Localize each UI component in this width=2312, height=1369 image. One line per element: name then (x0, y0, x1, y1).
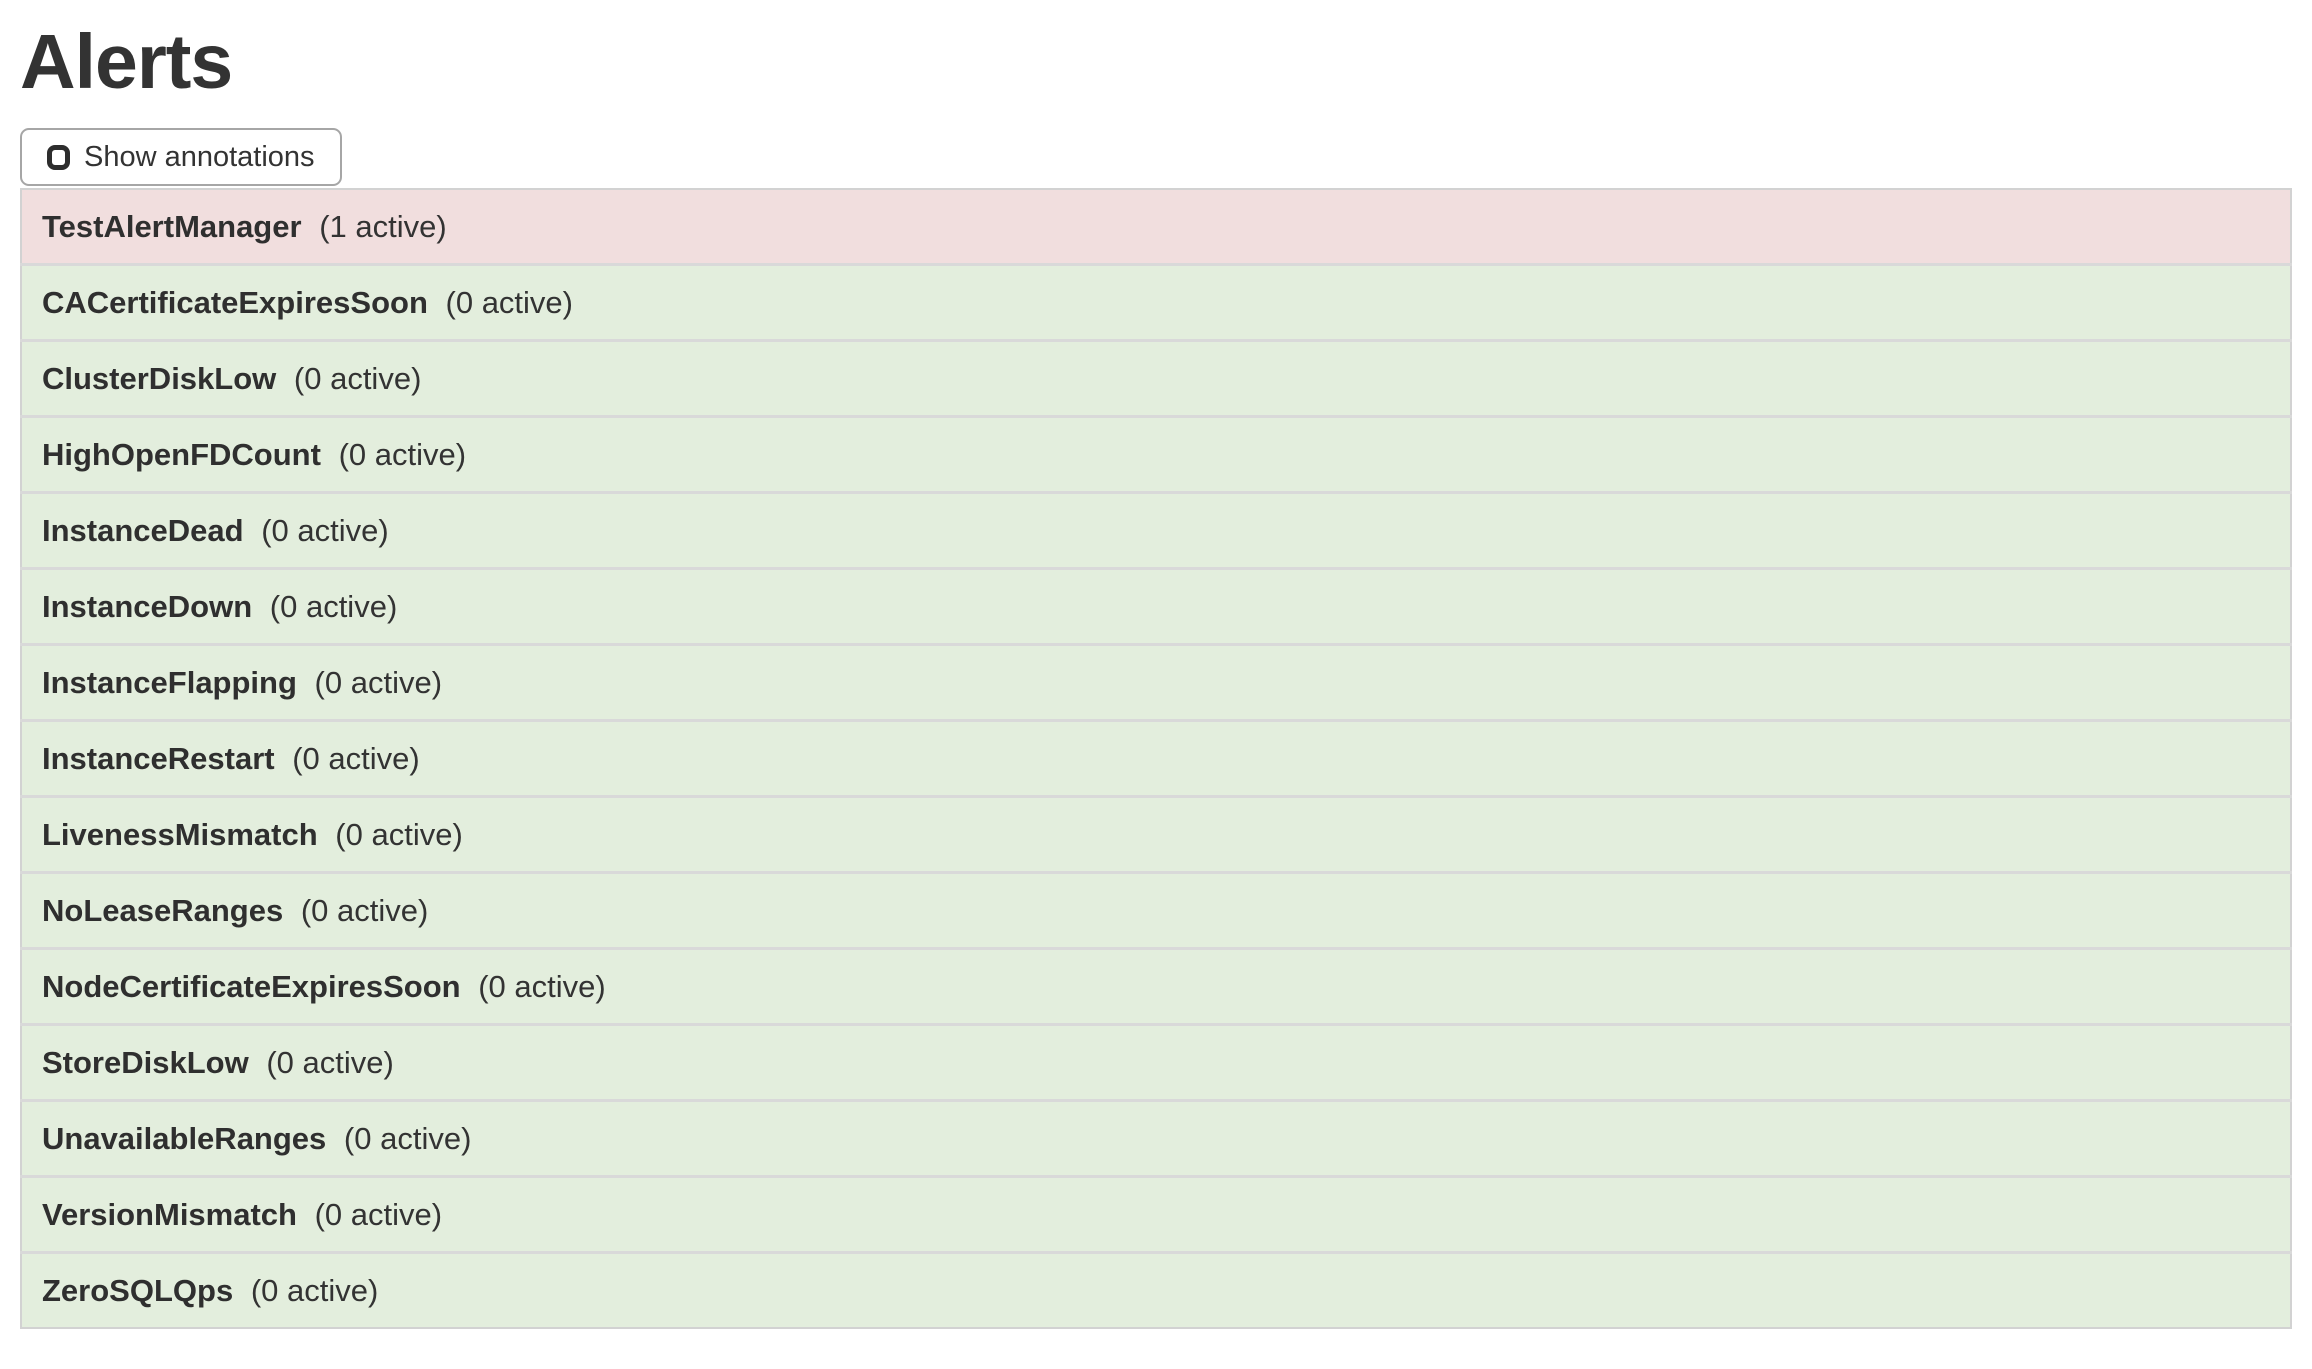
alert-active-count: (0 active) (250, 1273, 379, 1308)
alert-row-cell[interactable]: ZeroSQLQps (0 active) (21, 1251, 2291, 1328)
alert-row-cell[interactable]: UnavailableRanges (0 active) (21, 1099, 2291, 1177)
alert-active-count: (1 active) (319, 209, 447, 244)
alert-row-cell[interactable]: InstanceDead (0 active) (21, 491, 2291, 569)
alert-row-TestAlertManager[interactable]: TestAlertManager (1 active) (21, 189, 2291, 265)
alert-active-count: (0 active) (314, 1197, 443, 1232)
alert-name: CACertificateExpiresSoon (42, 285, 428, 320)
checkbox-icon[interactable] (47, 144, 70, 170)
alert-name: InstanceDown (42, 589, 253, 624)
alert-name: StoreDiskLow (42, 1045, 249, 1080)
alert-row-cell[interactable]: InstanceRestart (0 active) (21, 719, 2291, 797)
alert-row-CACertificateExpiresSoon[interactable]: CACertificateExpiresSoon (0 active) (21, 263, 2291, 341)
alerts-table: TestAlertManager (1 active) CACertificat… (20, 188, 2292, 1329)
alert-active-count: (0 active) (300, 893, 429, 928)
alert-active-count: (0 active) (445, 285, 573, 320)
alert-name: ZeroSQLQps (42, 1273, 234, 1308)
alert-row-cell[interactable]: InstanceDown (0 active) (21, 567, 2291, 645)
alert-name: TestAlertManager (42, 209, 302, 244)
alert-name: UnavailableRanges (42, 1121, 327, 1156)
alert-active-count: (0 active) (343, 1121, 472, 1156)
alert-name: NodeCertificateExpiresSoon (42, 969, 461, 1004)
alert-row-LivenessMismatch[interactable]: LivenessMismatch (0 active) (21, 795, 2291, 873)
alert-row-cell[interactable]: ClusterDiskLow (0 active) (21, 339, 2291, 417)
alert-name: LivenessMismatch (42, 817, 318, 852)
alert-active-count: (0 active) (335, 817, 463, 852)
show-annotations-label: Show annotations (84, 140, 315, 173)
alert-row-cell[interactable]: TestAlertManager (1 active) (21, 189, 2291, 265)
alert-row-ClusterDiskLow[interactable]: ClusterDiskLow (0 active) (21, 339, 2291, 417)
alert-active-count: (0 active) (314, 665, 443, 700)
alert-name: ClusterDiskLow (42, 361, 277, 396)
alert-row-cell[interactable]: VersionMismatch (0 active) (21, 1175, 2291, 1253)
alert-name: HighOpenFDCount (42, 437, 321, 472)
alert-active-count: (0 active) (266, 1045, 394, 1080)
show-annotations-button[interactable]: Show annotations (20, 128, 342, 186)
alert-row-UnavailableRanges[interactable]: UnavailableRanges (0 active) (21, 1099, 2291, 1177)
alert-row-cell[interactable]: NoLeaseRanges (0 active) (21, 871, 2291, 949)
alert-row-cell[interactable]: CACertificateExpiresSoon (0 active) (21, 263, 2291, 341)
alert-name: InstanceRestart (42, 741, 275, 776)
alert-row-NodeCertificateExpiresSoon[interactable]: NodeCertificateExpiresSoon (0 active) (21, 947, 2291, 1025)
page-title: Alerts (20, 19, 233, 105)
alert-row-NoLeaseRanges[interactable]: NoLeaseRanges (0 active) (21, 871, 2291, 949)
alert-row-HighOpenFDCount[interactable]: HighOpenFDCount (0 active) (21, 415, 2291, 493)
alert-row-InstanceFlapping[interactable]: InstanceFlapping (0 active) (21, 643, 2291, 721)
alert-active-count: (0 active) (292, 741, 420, 776)
alert-active-count: (0 active) (338, 437, 467, 472)
alert-active-count: (0 active) (293, 361, 422, 396)
alert-row-cell[interactable]: HighOpenFDCount (0 active) (21, 415, 2291, 493)
alert-active-count: (0 active) (261, 513, 389, 548)
alert-row-InstanceDown[interactable]: InstanceDown (0 active) (21, 567, 2291, 645)
alert-row-cell[interactable]: StoreDiskLow (0 active) (21, 1023, 2291, 1101)
alert-row-cell[interactable]: NodeCertificateExpiresSoon (0 active) (21, 947, 2291, 1025)
alert-name: VersionMismatch (42, 1197, 297, 1232)
alert-row-ZeroSQLQps[interactable]: ZeroSQLQps (0 active) (21, 1251, 2291, 1328)
alert-row-VersionMismatch[interactable]: VersionMismatch (0 active) (21, 1175, 2291, 1253)
alert-row-cell[interactable]: InstanceFlapping (0 active) (21, 643, 2291, 721)
alert-row-StoreDiskLow[interactable]: StoreDiskLow (0 active) (21, 1023, 2291, 1101)
alert-active-count: (0 active) (269, 589, 398, 624)
alert-row-InstanceDead[interactable]: InstanceDead (0 active) (21, 491, 2291, 569)
alert-active-count: (0 active) (478, 969, 606, 1004)
alert-name: InstanceFlapping (42, 665, 297, 700)
alert-name: NoLeaseRanges (42, 893, 284, 928)
alert-row-InstanceRestart[interactable]: InstanceRestart (0 active) (21, 719, 2291, 797)
alert-name: InstanceDead (42, 513, 244, 548)
alert-row-cell[interactable]: LivenessMismatch (0 active) (21, 795, 2291, 873)
